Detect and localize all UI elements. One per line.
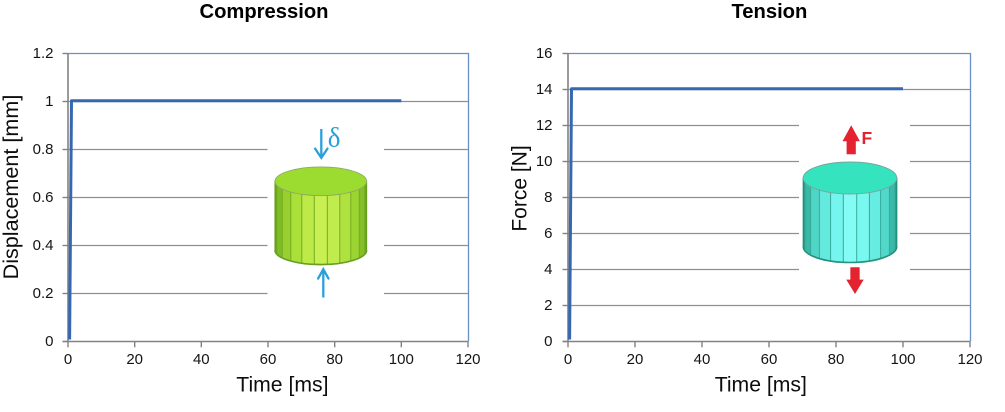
- svg-text:0.4: 0.4: [33, 237, 54, 254]
- svg-text:100: 100: [890, 351, 915, 368]
- svg-text:0: 0: [544, 333, 552, 350]
- svg-text:60: 60: [260, 351, 277, 368]
- svg-text:40: 40: [193, 351, 210, 368]
- svg-text:80: 80: [326, 351, 343, 368]
- svg-text:Tension: Tension: [731, 1, 807, 23]
- svg-text:8: 8: [544, 189, 552, 206]
- svg-text:4: 4: [544, 261, 552, 278]
- svg-text:0: 0: [564, 351, 572, 368]
- svg-text:120: 120: [455, 351, 480, 368]
- svg-text:Time [ms]: Time [ms]: [236, 374, 328, 397]
- svg-text:0: 0: [45, 333, 53, 350]
- svg-text:100: 100: [389, 351, 414, 368]
- svg-text:Displacement [mm]: Displacement [mm]: [0, 95, 23, 280]
- svg-text:10: 10: [536, 153, 553, 170]
- svg-text:0.2: 0.2: [33, 285, 54, 302]
- svg-text:0.6: 0.6: [33, 189, 54, 206]
- svg-text:δ: δ: [328, 122, 341, 152]
- svg-text:1: 1: [45, 93, 53, 110]
- svg-text:120: 120: [957, 351, 982, 368]
- svg-text:20: 20: [126, 351, 143, 368]
- svg-text:12: 12: [536, 117, 553, 134]
- svg-text:2: 2: [544, 297, 552, 314]
- svg-text:80: 80: [828, 351, 845, 368]
- svg-text:20: 20: [627, 351, 644, 368]
- svg-text:Compression: Compression: [199, 1, 328, 23]
- svg-text:16: 16: [536, 45, 553, 62]
- svg-text:Force [N]: Force [N]: [509, 145, 532, 231]
- svg-text:60: 60: [761, 351, 778, 368]
- svg-text:6: 6: [544, 225, 552, 242]
- svg-text:Time [ms]: Time [ms]: [715, 374, 807, 397]
- svg-text:40: 40: [694, 351, 711, 368]
- svg-text:14: 14: [536, 81, 553, 98]
- svg-text:0: 0: [64, 351, 72, 368]
- svg-text:F: F: [862, 128, 873, 148]
- svg-text:1.2: 1.2: [33, 45, 54, 62]
- svg-text:0.8: 0.8: [33, 141, 54, 158]
